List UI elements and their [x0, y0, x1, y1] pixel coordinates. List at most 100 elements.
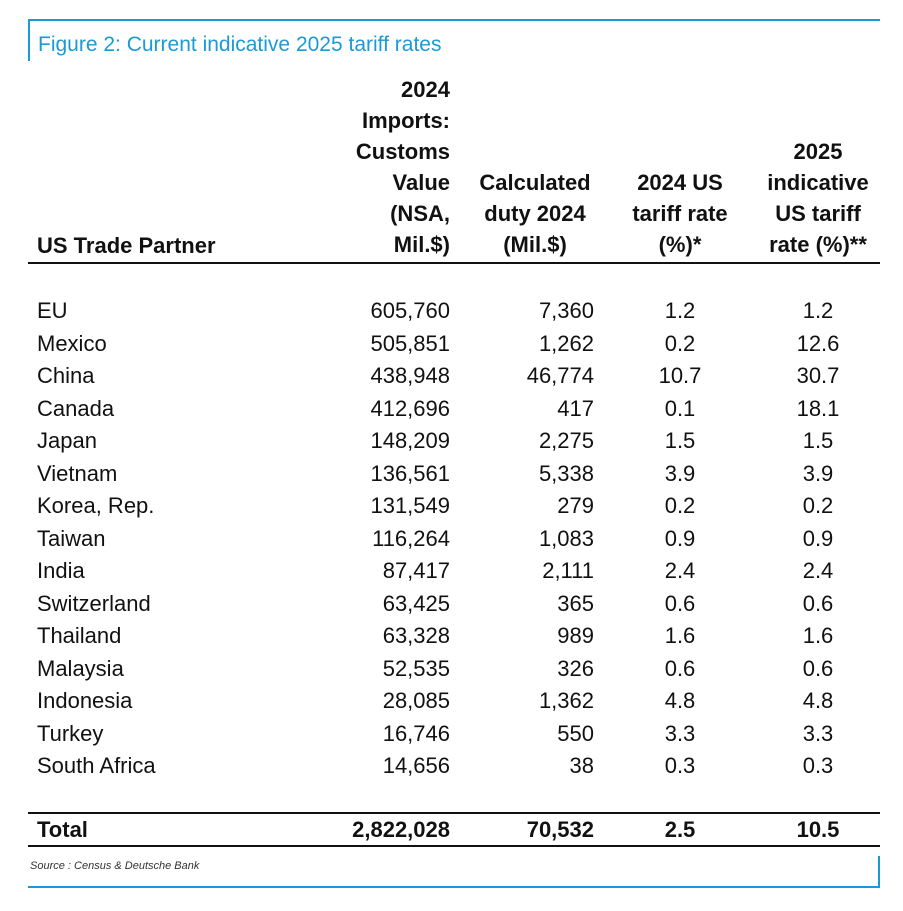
cell-rate-2025: 1.6	[802, 623, 834, 648]
cell-imports: 505,851	[370, 330, 450, 356]
table-row: Malaysia 52,535 326 0.6 0.6	[0, 653, 903, 686]
source-note: Source : Census & Deutsche Bank	[30, 860, 200, 872]
cell-duty: 38	[569, 753, 594, 778]
table-row: China 438,948 46,774 10.7 30.7	[0, 360, 903, 393]
total-top-rule	[28, 812, 880, 814]
total-2025-rate: 10.5	[796, 817, 840, 842]
cell-rate-2024: 3.9	[664, 460, 696, 486]
cell-country: South Africa	[37, 753, 156, 778]
total-imports: 2,822,028	[352, 817, 450, 842]
total-bottom-rule	[28, 845, 880, 847]
cell-country: Canada	[37, 395, 115, 421]
cell-duty: 365	[557, 590, 594, 616]
cell-rate-2024: 0.9	[664, 525, 696, 551]
cell-duty: 1,362	[538, 688, 594, 713]
table-row: Switzerland 63,425 365 0.6 0.6	[0, 588, 903, 621]
cell-rate-2024: 4.8	[664, 688, 696, 713]
cell-rate-2025: 1.2	[802, 298, 834, 323]
cell-country: Mexico	[37, 330, 107, 356]
cell-rate-2024: 10.7	[658, 363, 702, 388]
cell-rate-2024: 3.3	[664, 720, 696, 746]
cell-imports: 28,085	[382, 688, 450, 713]
cell-rate-2024: 0.6	[664, 590, 696, 616]
cell-rate-2025: 18.1	[796, 395, 840, 421]
cell-rate-2024: 0.2	[664, 330, 696, 356]
header-2024-tariff-rate: 2024 US tariff rate (%)*	[632, 170, 728, 257]
cell-country: India	[37, 558, 85, 583]
cell-country: Korea, Rep.	[37, 493, 155, 518]
cell-duty: 7,360	[538, 298, 594, 323]
cell-rate-2025: 3.3	[802, 720, 834, 746]
cell-imports: 136,561	[370, 460, 450, 486]
cell-rate-2025: 12.6	[796, 330, 840, 356]
table-row: Mexico 505,851 1,262 0.2 12.6	[0, 328, 903, 361]
cell-rate-2024: 1.2	[664, 298, 696, 323]
cell-imports: 412,696	[370, 395, 450, 421]
total-duty: 70,532	[526, 817, 594, 842]
header-2025-tariff-rate: 2025 indicative US tariff rate (%)**	[767, 139, 869, 257]
cell-rate-2025: 1.5	[802, 428, 834, 453]
cell-country: Malaysia	[37, 655, 124, 681]
header-imports-value: 2024 Imports: Customs Value (NSA, Mil.$)	[355, 77, 450, 257]
cell-country: Switzerland	[37, 590, 151, 616]
table-row: India 87,417 2,111 2.4 2.4	[0, 555, 903, 588]
cell-rate-2024: 1.6	[664, 623, 696, 648]
table-row: Turkey 16,746 550 3.3 3.3	[0, 718, 903, 751]
cell-rate-2024: 0.3	[664, 753, 696, 778]
cell-rate-2025: 4.8	[802, 688, 834, 713]
cell-imports: 148,209	[370, 428, 450, 453]
cell-rate-2025: 0.6	[802, 590, 834, 616]
cell-duty: 989	[557, 623, 594, 648]
frame-top-border	[28, 19, 880, 21]
cell-imports: 16,746	[382, 720, 450, 746]
cell-imports: 116,264	[372, 525, 450, 551]
cell-duty: 326	[557, 655, 594, 681]
table-row: Korea, Rep. 131,549 279 0.2 0.2	[0, 490, 903, 523]
cell-rate-2025: 0.6	[802, 655, 834, 681]
table-row: Taiwan 116,264 1,083 0.9 0.9	[0, 523, 903, 556]
cell-duty: 417	[557, 395, 594, 421]
cell-rate-2024: 0.1	[664, 395, 696, 421]
cell-imports: 87,417	[382, 558, 450, 583]
cell-rate-2025: 0.9	[802, 525, 834, 551]
table-row: Japan 148,209 2,275 1.5 1.5	[0, 425, 903, 458]
frame-right-border	[878, 856, 880, 888]
cell-duty: 5,338	[538, 460, 594, 486]
cell-imports: 605,760	[370, 298, 450, 323]
cell-rate-2024: 0.6	[664, 655, 696, 681]
cell-rate-2025: 3.9	[802, 460, 834, 486]
cell-country: Indonesia	[37, 688, 133, 713]
cell-duty: 2,275	[538, 428, 594, 453]
table-row: Thailand 63,328 989 1.6 1.6	[0, 620, 903, 653]
header-trade-partner: US Trade Partner	[37, 233, 216, 258]
cell-rate-2024: 2.4	[664, 558, 696, 583]
total-row: Total 2,822,028 70,532 2.5 10.5	[0, 814, 903, 846]
cell-rate-2025: 2.4	[802, 558, 834, 583]
cell-country: Japan	[37, 428, 97, 453]
figure-title: Figure 2: Current indicative 2025 tariff…	[38, 33, 442, 56]
table-row: EU 605,760 7,360 1.2 1.2	[0, 295, 903, 328]
cell-country: Thailand	[37, 623, 122, 648]
header-calculated-duty: Calculated duty 2024 (Mil.$)	[479, 170, 591, 257]
cell-duty: 46,774	[526, 363, 594, 388]
header-rule	[28, 262, 880, 264]
frame-bottom-border	[28, 886, 880, 888]
cell-imports: 63,425	[382, 590, 450, 616]
cell-country: EU	[37, 298, 68, 323]
table-row: Canada 412,696 417 0.1 18.1	[0, 393, 903, 426]
cell-rate-2024: 0.2	[664, 493, 696, 518]
cell-country: Taiwan	[37, 525, 106, 551]
cell-country: Vietnam	[37, 460, 118, 486]
cell-duty: 2,111	[542, 558, 594, 583]
cell-duty: 279	[557, 493, 594, 518]
cell-imports: 14,656	[382, 753, 450, 778]
cell-rate-2025: 0.3	[802, 753, 834, 778]
cell-country: Turkey	[37, 720, 104, 746]
table-row: Vietnam 136,561 5,338 3.9 3.9	[0, 458, 903, 491]
cutoff-text-line	[30, 904, 880, 911]
total-label: Total	[37, 817, 88, 842]
cell-rate-2025: 0.2	[802, 493, 834, 518]
cell-rate-2025: 30.7	[796, 363, 840, 388]
cell-duty: 1,083	[538, 525, 594, 551]
table-row: Indonesia 28,085 1,362 4.8 4.8	[0, 685, 903, 718]
